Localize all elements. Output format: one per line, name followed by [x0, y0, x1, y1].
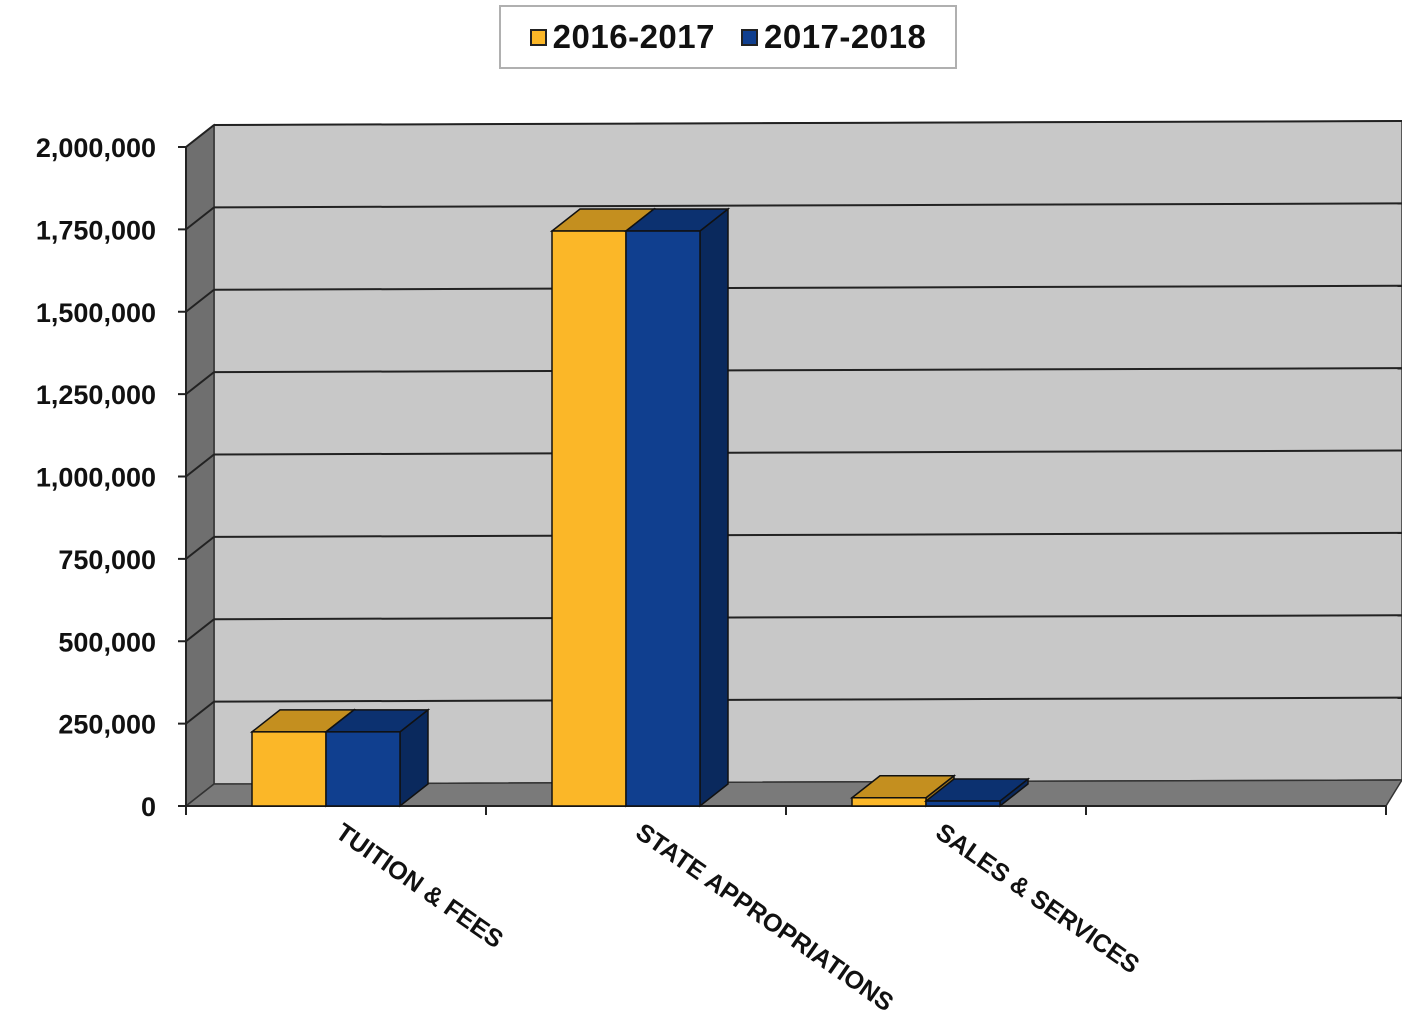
- x-category-label: TUITION & FEES: [331, 818, 509, 954]
- x-category-label: STATE APPROPRIATIONS: [631, 818, 899, 1017]
- bar: [625, 230, 701, 807]
- gridline: [213, 367, 1402, 374]
- bar-side: [699, 207, 729, 808]
- gridline: [213, 449, 1402, 456]
- y-tick-label: 1,000,000: [36, 463, 156, 493]
- y-tick-label: 1,250,000: [36, 380, 156, 410]
- gridline-side: [185, 536, 215, 560]
- gridline: [213, 284, 1402, 291]
- gridline-side: [185, 371, 215, 395]
- legend-label-series-2: 2017-2018: [764, 18, 927, 55]
- y-tick-label: 250,000: [58, 710, 156, 740]
- gridline: [213, 531, 1402, 538]
- x-category-label: SALES & SERVICES: [931, 818, 1145, 979]
- legend-label-series-1: 2016-2017: [552, 18, 715, 55]
- y-tick-label: 500,000: [58, 627, 156, 657]
- bar: [925, 800, 1001, 807]
- gridline-side: [185, 700, 215, 725]
- gridline-side: [185, 618, 215, 643]
- gridline-side: [185, 453, 215, 478]
- gridline-side: [185, 206, 215, 231]
- legend-item-series-2: 2017-2018: [741, 18, 926, 56]
- bar: [251, 731, 327, 807]
- legend-item-series-1: 2016-2017: [529, 18, 715, 56]
- gridline-side: [185, 124, 215, 148]
- legend-swatch-series-2: [741, 28, 758, 46]
- y-tick-label: 0: [141, 792, 156, 822]
- y-tick-label: 1,750,000: [36, 215, 156, 245]
- legend: 2016-2017 2017-2018: [499, 5, 957, 69]
- y-tick-label: 750,000: [58, 545, 156, 575]
- gridline: [213, 614, 1402, 621]
- y-tick-label: 2,000,000: [36, 133, 156, 163]
- bar: [851, 797, 927, 807]
- y-tick-label: 1,500,000: [36, 298, 156, 328]
- bar: [551, 230, 627, 807]
- legend-swatch-series-1: [529, 28, 547, 46]
- bar: [325, 731, 401, 807]
- gridline: [213, 696, 1402, 703]
- gridline: [213, 202, 1402, 209]
- gridline-side: [185, 288, 215, 313]
- gridline: [213, 120, 1402, 126]
